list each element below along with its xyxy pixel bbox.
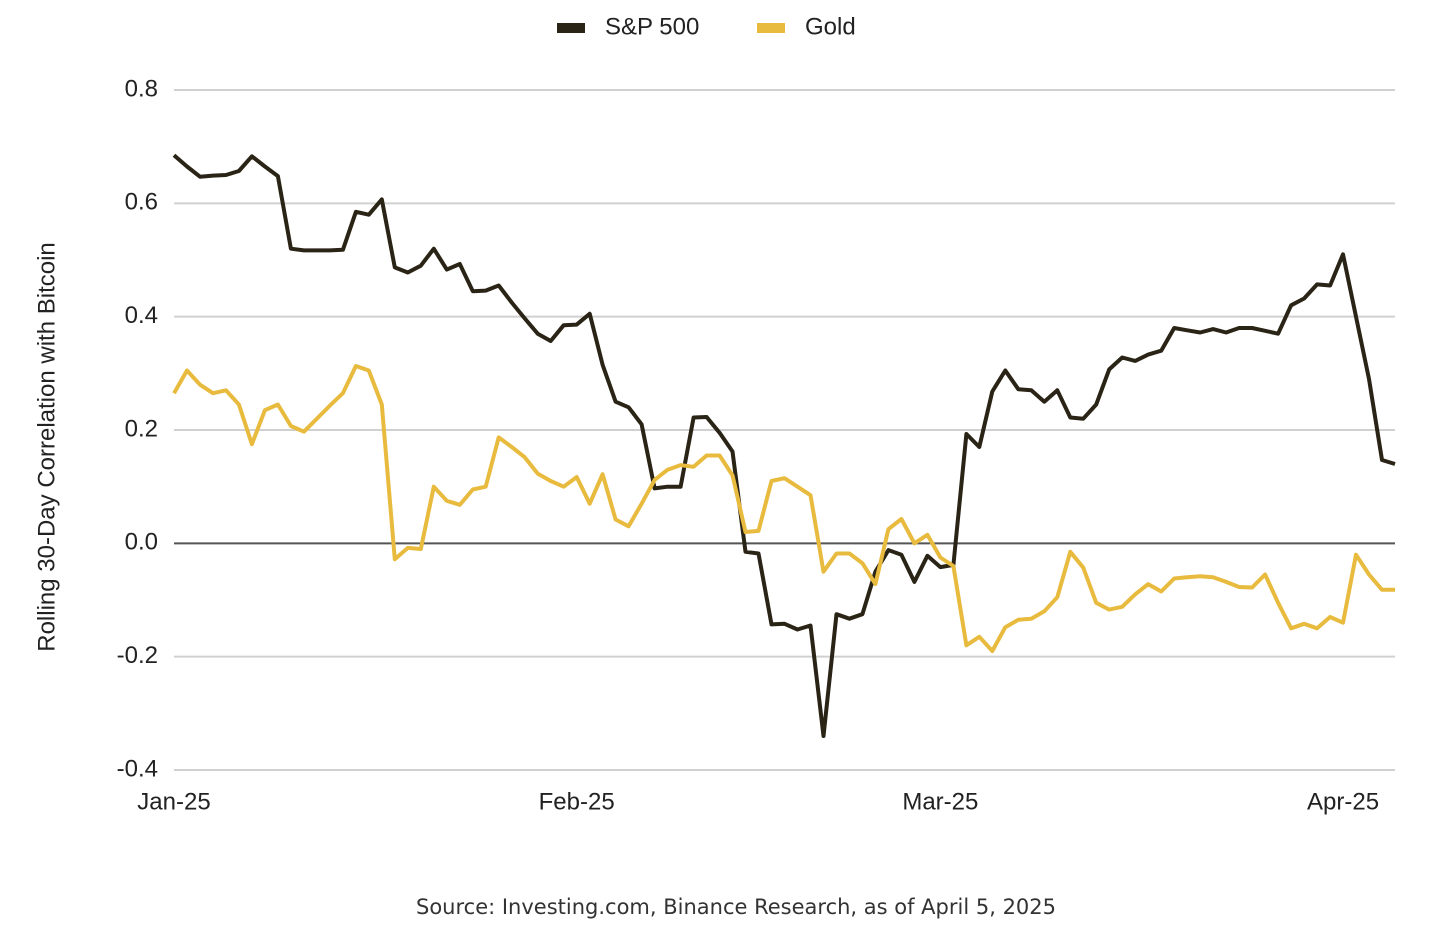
y-tick-label: 0.4	[125, 302, 158, 329]
x-tick-label: Jan-25	[137, 788, 210, 815]
y-axis-label: Rolling 30-Day Correlation with Bitcoin	[33, 242, 60, 652]
legend-swatch	[757, 23, 785, 33]
source-note: Source: Investing.com, Binance Research,…	[416, 895, 1056, 919]
x-tick-label: Feb-25	[539, 788, 615, 815]
series-line	[172, 153, 1396, 738]
legend-label: S&P 500	[605, 13, 699, 40]
y-tick-label: 0.6	[125, 189, 158, 216]
x-tick-label: Apr-25	[1307, 788, 1379, 815]
y-tick-label: 0.8	[125, 75, 158, 102]
x-tick-label: Mar-25	[902, 788, 978, 815]
legend-swatch	[557, 23, 585, 33]
y-tick-label: -0.2	[117, 642, 158, 669]
legend-label: Gold	[805, 13, 856, 40]
y-tick-label: 0.2	[125, 415, 158, 442]
y-tick-label: -0.4	[117, 755, 158, 782]
y-tick-label: 0.0	[125, 529, 158, 556]
series-line	[172, 364, 1395, 653]
